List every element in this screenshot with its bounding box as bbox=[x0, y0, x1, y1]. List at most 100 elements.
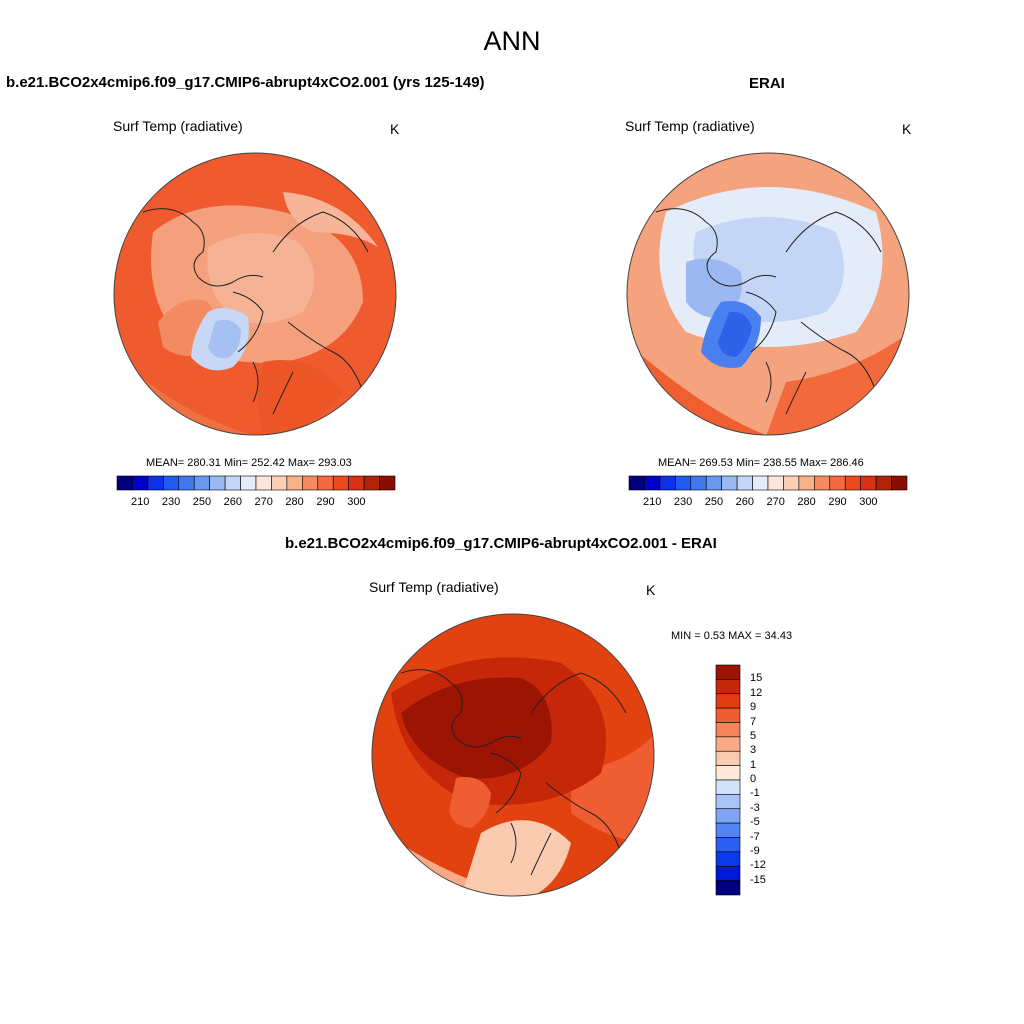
colorbar-swatch bbox=[193, 475, 210, 491]
colorbar-model bbox=[116, 475, 396, 491]
colorbar-tick-label: 300 bbox=[347, 496, 366, 508]
colorbar-swatch bbox=[715, 794, 741, 810]
colorbar-tick-label: 0 bbox=[750, 773, 757, 785]
field-europe-model bbox=[258, 360, 343, 435]
colorbar-swatch bbox=[240, 475, 257, 491]
colorbar-tick-label: -1 bbox=[750, 787, 760, 800]
colorbar-swatch bbox=[844, 475, 861, 491]
colorbar-tick-label: 12 bbox=[750, 686, 763, 699]
variable-label-diff: Surf Temp (radiative) bbox=[369, 579, 499, 595]
colorbar-tick-label: 260 bbox=[223, 496, 243, 508]
colorbar-tick-label: 7 bbox=[750, 715, 757, 728]
field-ne-diff bbox=[571, 733, 654, 843]
colorbar-swatch bbox=[715, 765, 741, 781]
colorbar-swatch bbox=[209, 475, 226, 491]
colorbar-swatch bbox=[752, 475, 769, 491]
colorbar-obs bbox=[628, 475, 908, 491]
colorbar-tick-label: -3 bbox=[750, 801, 760, 814]
colorbar-swatch bbox=[715, 707, 741, 723]
colorbar-swatch bbox=[715, 808, 741, 824]
colorbar-tick-label: -9 bbox=[750, 844, 760, 857]
colorbar-swatch bbox=[286, 475, 303, 491]
colorbar-swatch bbox=[721, 475, 738, 491]
colorbar-ticks-diff: 15 12 9 7 5 3 1 0 -1 -3 -5 -7 -9 -12 -15 bbox=[747, 665, 787, 895]
colorbar-swatch bbox=[317, 475, 334, 491]
field-arctic-ocean-model bbox=[207, 233, 315, 324]
colorbar-tick-label: 290 bbox=[828, 496, 847, 508]
colorbar-tick-label: -12 bbox=[750, 859, 766, 872]
colorbar-tick-label: 290 bbox=[316, 496, 335, 508]
colorbar-tick-label: -7 bbox=[750, 830, 760, 843]
colorbar-tick-label: 1 bbox=[750, 758, 757, 771]
units-label-obs: K bbox=[902, 121, 912, 137]
colorbar-tick-label: 250 bbox=[704, 496, 724, 508]
colorbar-swatch bbox=[132, 475, 149, 491]
colorbar-ticks-model: 210 230 250 260 270 280 290 300 bbox=[117, 496, 395, 510]
colorbar-swatch bbox=[715, 722, 741, 738]
colorbar-tick-label: -15 bbox=[750, 873, 766, 886]
colorbar-swatch bbox=[690, 475, 707, 491]
colorbar-swatch bbox=[715, 779, 741, 795]
colorbar-swatch bbox=[715, 880, 741, 896]
colorbar-tick-label: 260 bbox=[735, 496, 755, 508]
colorbar-tick-label: 250 bbox=[192, 496, 212, 508]
field-greenland-core-model bbox=[208, 319, 241, 359]
coastline-diff bbox=[400, 669, 627, 876]
colorbar-tick-label: 230 bbox=[161, 496, 181, 508]
field-arctic-core-diff bbox=[401, 677, 552, 779]
stats-model: MEAN= 280.31 Min= 252.42 Max= 293.03 bbox=[146, 457, 352, 469]
field-siberia-model bbox=[283, 192, 378, 247]
colorbar-swatch bbox=[715, 679, 741, 695]
colorbar-swatch bbox=[715, 837, 741, 853]
colorbar-swatch bbox=[348, 475, 365, 491]
colorbar-swatch bbox=[302, 475, 319, 491]
colorbar-swatch bbox=[798, 475, 815, 491]
coastline-model bbox=[142, 208, 369, 415]
colorbar-tick-label: 210 bbox=[130, 496, 150, 508]
colorbar-swatch bbox=[659, 475, 676, 491]
colorbar-swatch bbox=[644, 475, 661, 491]
polar-map-obs bbox=[626, 152, 910, 436]
colorbar-swatch bbox=[675, 475, 692, 491]
colorbar-swatch bbox=[783, 475, 800, 491]
colorbar-swatch bbox=[116, 475, 133, 491]
colorbar-diff bbox=[715, 664, 741, 896]
colorbar-swatch bbox=[147, 475, 164, 491]
field-greenland-diff bbox=[449, 777, 491, 828]
colorbar-tick-label: 280 bbox=[797, 496, 816, 508]
colorbar-swatch bbox=[715, 851, 741, 867]
field-europe-diff bbox=[461, 820, 571, 896]
colorbar-tick-label: 5 bbox=[750, 729, 757, 742]
colorbar-tick-label: 270 bbox=[254, 496, 273, 508]
polar-map-model bbox=[113, 152, 397, 436]
colorbar-tick-label: 300 bbox=[859, 496, 878, 508]
colorbar-swatch bbox=[705, 475, 722, 491]
colorbar-swatch bbox=[224, 475, 241, 491]
panel-title-model: b.e21.BCO2x4cmip6.f09_g17.CMIP6-abrupt4x… bbox=[6, 74, 485, 91]
colorbar-swatch bbox=[628, 475, 645, 491]
colorbar-swatch bbox=[715, 822, 741, 838]
colorbar-swatch bbox=[163, 475, 180, 491]
colorbar-tick-label: 210 bbox=[642, 496, 662, 508]
stats-diff: MIN = 0.53 MAX = 34.43 bbox=[671, 630, 793, 642]
colorbar-swatch bbox=[255, 475, 272, 491]
colorbar-swatch bbox=[891, 475, 908, 491]
colorbar-tick-label: 3 bbox=[750, 744, 757, 757]
colorbar-swatch bbox=[715, 664, 741, 680]
colorbar-swatch bbox=[767, 475, 784, 491]
colorbar-swatch bbox=[271, 475, 288, 491]
stats-obs: MEAN= 269.53 Min= 238.55 Max= 286.46 bbox=[658, 457, 864, 469]
variable-label-model: Surf Temp (radiative) bbox=[113, 118, 243, 134]
colorbar-swatch bbox=[363, 475, 380, 491]
polar-map-diff bbox=[371, 613, 655, 897]
colorbar-swatch bbox=[715, 693, 741, 709]
colorbar-swatch bbox=[814, 475, 831, 491]
colorbar-tick-label: 280 bbox=[285, 496, 304, 508]
panel-title-diff: b.e21.BCO2x4cmip6.f09_g17.CMIP6-abrupt4x… bbox=[285, 535, 717, 552]
colorbar-swatch bbox=[736, 475, 753, 491]
colorbar-swatch bbox=[875, 475, 892, 491]
colorbar-tick-label: 9 bbox=[750, 701, 757, 714]
colorbar-tick-label: 230 bbox=[673, 496, 693, 508]
field-greenland-core-obs bbox=[718, 311, 752, 357]
colorbar-tick-label: 15 bbox=[750, 672, 763, 685]
